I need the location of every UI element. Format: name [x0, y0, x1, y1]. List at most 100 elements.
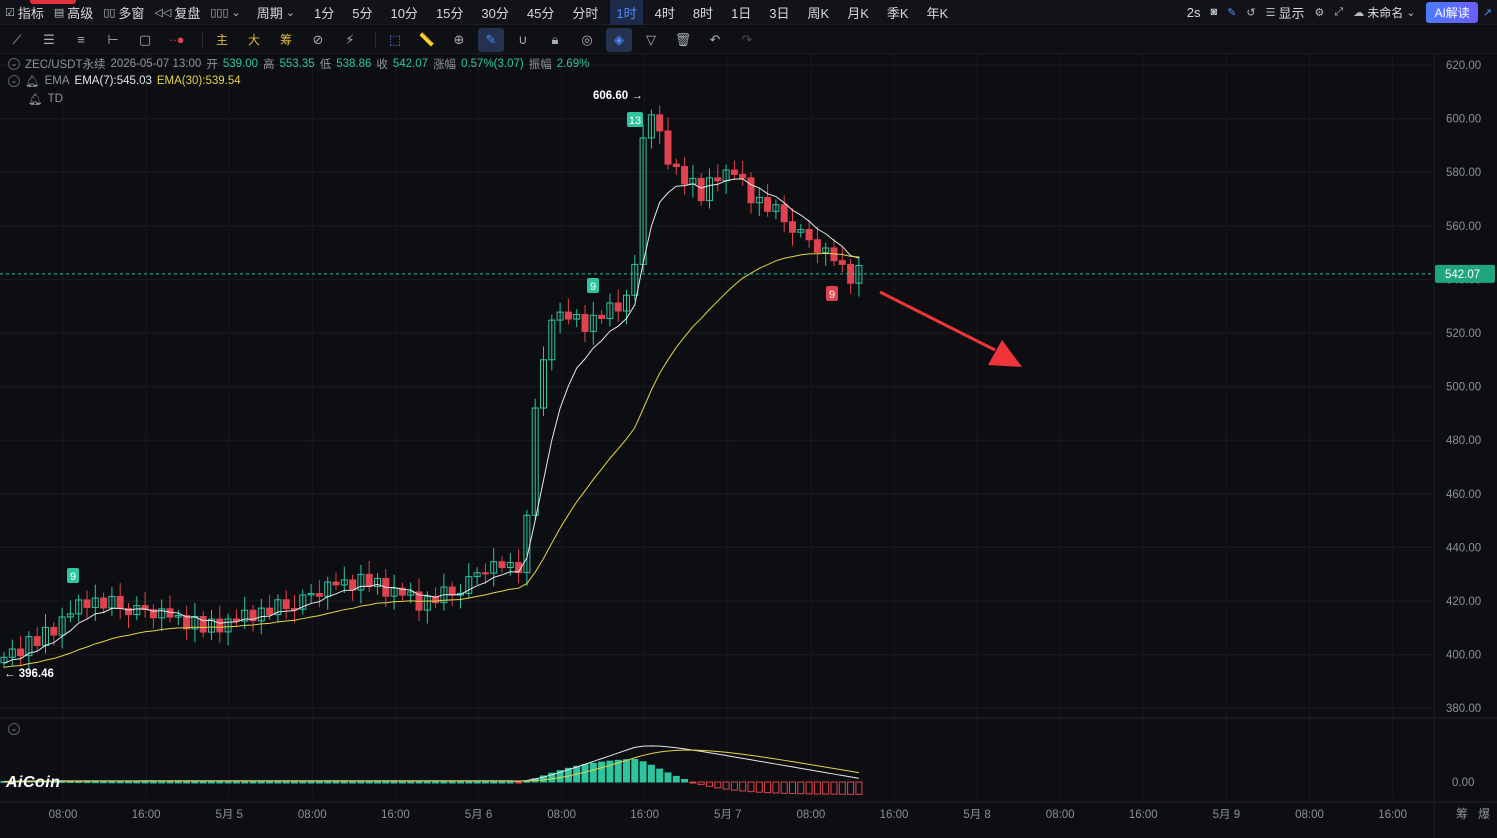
amplitude-value: 2.69%: [557, 58, 590, 70]
alert-bell-icon[interactable]: 🔔︎: [28, 92, 43, 106]
bottom-toggle-label: 筹: [1456, 807, 1468, 821]
period-tab[interactable]: 季K: [881, 0, 915, 25]
macd-histogram-bar: [134, 782, 140, 783]
time-axis-label: 08:00: [298, 809, 327, 821]
ema-indicator-name[interactable]: EMA: [45, 75, 70, 87]
period-tab[interactable]: 年K: [921, 0, 955, 25]
candle-body: [101, 598, 107, 608]
display-button[interactable]: ☰ 显示: [1261, 0, 1310, 25]
replay-icon: ◁◁: [154, 6, 171, 19]
current-price-label: 542.07: [1445, 269, 1480, 281]
draw-pen-icon[interactable]: ✎: [1222, 0, 1241, 25]
period-tab[interactable]: 周K: [802, 0, 836, 25]
layout-dropdown[interactable]: ☁ 未命名 ⌄: [1348, 0, 1420, 25]
aicoin-logo: AiCoin: [6, 774, 61, 792]
macd-histogram-bar: [790, 782, 796, 794]
period-tab[interactable]: 10分: [384, 0, 423, 25]
ruler-icon[interactable]: 📏: [414, 28, 440, 52]
camera-icon[interactable]: ◙: [1206, 0, 1223, 25]
hide-drawings-icon[interactable]: ◎: [574, 28, 600, 52]
time-axis-label: 08:00: [49, 809, 78, 821]
line-tool-icon[interactable]: ⟋: [4, 28, 30, 52]
chip-toggle[interactable]: 筹: [273, 28, 299, 52]
big-order-toggle[interactable]: 大: [241, 28, 267, 52]
macd-histogram-bar: [225, 782, 231, 783]
refresh-interval[interactable]: 2s: [1182, 0, 1206, 25]
macd-histogram-bar: [92, 782, 98, 783]
candle-body: [740, 174, 746, 177]
time-axis-label: 5月 8: [963, 809, 991, 821]
trash-icon[interactable]: 🗑︎: [670, 28, 696, 52]
magic-icon[interactable]: ⚡: [337, 28, 363, 52]
share-icon[interactable]: ↗: [1478, 0, 1497, 25]
multiwindow-button[interactable]: ▯▯ 多窗: [98, 0, 149, 25]
macd-legend: ⌄: [8, 723, 20, 735]
td-count-label: 9: [70, 571, 76, 583]
td-indicator-name[interactable]: TD: [48, 93, 63, 105]
time-axis-label: 16:00: [880, 809, 909, 821]
candle-body: [781, 205, 787, 222]
alert-bell-icon[interactable]: 🔔︎: [25, 74, 40, 88]
period-tab[interactable]: 8时: [687, 0, 719, 25]
redo-draw-icon[interactable]: ↷: [734, 28, 760, 52]
period-tab[interactable]: 分时: [566, 0, 604, 25]
ohlc-legend: ⌄ ZEC/USDT永续 2026-05-07 13:00 开 539.00 高5…: [8, 56, 589, 72]
macd-histogram-bar: [823, 782, 829, 794]
lock-icon[interactable]: 🔒︎: [542, 28, 568, 52]
draw-mode-icon[interactable]: ✎: [478, 28, 504, 52]
filter-icon[interactable]: ▽: [638, 28, 664, 52]
macd-histogram-bar: [582, 765, 588, 782]
rectangle-tool-icon[interactable]: ▢: [132, 28, 158, 52]
replay-button[interactable]: ◁◁ 复盘: [149, 0, 205, 25]
candle-body: [682, 167, 688, 184]
macd-histogram-bar: [798, 782, 804, 794]
list-icon: ☰: [1266, 6, 1276, 19]
macd-histogram-bar: [458, 782, 464, 783]
price-chart[interactable]: 620.00600.00580.00560.00540.00520.00500.…: [0, 54, 1497, 838]
select-icon[interactable]: ⬚: [382, 28, 408, 52]
macd-histogram-bar: [715, 782, 721, 788]
period-tab[interactable]: 1日: [725, 0, 757, 25]
macd-histogram-bar: [325, 782, 331, 783]
candle-body: [18, 649, 24, 656]
time-axis-label: 16:00: [1378, 809, 1407, 821]
undo-icon[interactable]: ↺: [1241, 0, 1260, 25]
parallel-tool-icon[interactable]: ☰: [36, 28, 62, 52]
period-tab[interactable]: 15分: [430, 0, 469, 25]
macd-histogram-bar: [217, 782, 223, 783]
candle-body: [582, 315, 588, 332]
undo-draw-icon[interactable]: ↶: [702, 28, 728, 52]
stay-draw-icon[interactable]: ◈: [606, 28, 632, 52]
collapse-icon[interactable]: ⌄: [8, 58, 20, 70]
macd-histogram-bar: [391, 782, 397, 783]
period-tab[interactable]: 1分: [308, 0, 340, 25]
magnet-icon[interactable]: ∪: [510, 28, 536, 52]
ai-interpret-button[interactable]: AI解读: [1426, 2, 1477, 23]
period-dropdown[interactable]: 周期 ⌄: [252, 0, 300, 25]
main-indicator-toggle[interactable]: 主: [209, 28, 235, 52]
period-tab[interactable]: 45分: [521, 0, 560, 25]
settings-icon[interactable]: ⚙: [1310, 0, 1330, 25]
period-tab[interactable]: 月K: [841, 0, 875, 25]
collapse-icon[interactable]: ⌄: [8, 75, 20, 87]
period-tab[interactable]: 3日: [763, 0, 795, 25]
period-tab[interactable]: 4时: [649, 0, 681, 25]
macd-histogram-bar: [516, 782, 522, 783]
collapse-icon[interactable]: ⌄: [8, 723, 20, 735]
candle-body: [333, 582, 339, 585]
chart-type-dropdown[interactable]: ▯▯▯ ⌄: [205, 0, 245, 25]
period-tab[interactable]: 5分: [346, 0, 378, 25]
fullscreen-icon[interactable]: ⤢: [1329, 0, 1348, 25]
candle-body: [790, 222, 796, 233]
macd-histogram-bar: [673, 776, 679, 782]
period-tab[interactable]: 1时: [610, 0, 642, 25]
horizontal-ray-icon[interactable]: ⊢: [100, 28, 126, 52]
price-axis-label: 560.00: [1446, 221, 1481, 233]
channel-tool-icon[interactable]: ≡: [68, 28, 94, 52]
more-tools-icon[interactable]: ∙∙●: [164, 28, 190, 52]
compare-icon[interactable]: ⊘: [305, 28, 331, 52]
chart-area[interactable]: 620.00600.00580.00560.00540.00520.00500.…: [0, 54, 1497, 838]
zoom-icon[interactable]: ⊕: [446, 28, 472, 52]
period-tab[interactable]: 30分: [475, 0, 514, 25]
candle-body: [615, 303, 621, 311]
